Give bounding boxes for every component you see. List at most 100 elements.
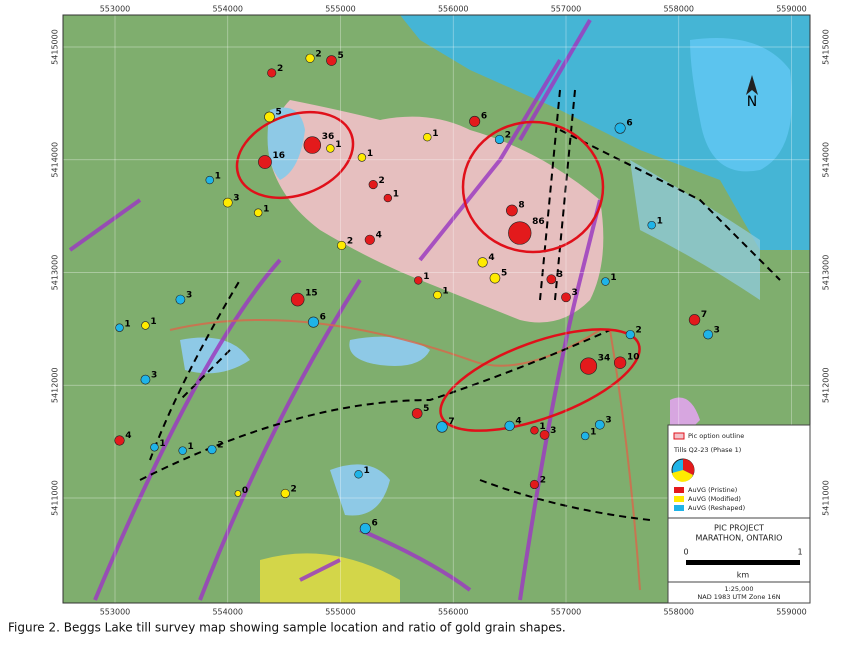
y-tick-label: 5412000 bbox=[51, 367, 60, 403]
sample-marker bbox=[530, 426, 539, 435]
sample-label: 1 bbox=[657, 217, 663, 227]
sample-marker bbox=[141, 321, 150, 330]
x-tick-label: 557000 bbox=[551, 5, 582, 14]
sample-marker bbox=[539, 430, 550, 440]
legend-swatch bbox=[674, 496, 684, 502]
x-tick-label: 558000 bbox=[663, 5, 694, 14]
sample-marker bbox=[114, 435, 125, 446]
sample-label: 3 bbox=[557, 270, 563, 280]
sample-marker bbox=[494, 134, 505, 145]
sample-label: 1 bbox=[263, 204, 269, 214]
y-tick-label: 5414000 bbox=[822, 142, 831, 178]
sample-marker bbox=[423, 133, 432, 142]
sample-marker bbox=[594, 419, 605, 430]
sample-label: 3 bbox=[186, 291, 192, 301]
y-tick-label: 5411000 bbox=[51, 480, 60, 516]
sample-label: 2 bbox=[505, 131, 511, 141]
sample-marker bbox=[580, 431, 590, 441]
sample-label: 10 bbox=[627, 352, 640, 362]
sample-marker bbox=[280, 488, 290, 499]
sample-label: 15 bbox=[305, 289, 318, 299]
sample-label: 2 bbox=[540, 476, 546, 486]
sample-marker bbox=[546, 274, 557, 285]
sample-marker bbox=[305, 53, 315, 63]
sample-label: 8 bbox=[518, 200, 524, 210]
sample-marker bbox=[433, 290, 442, 300]
sample-marker bbox=[337, 240, 347, 251]
sample-marker bbox=[357, 153, 367, 162]
sample-label: 1 bbox=[215, 172, 221, 182]
sample-label: 3 bbox=[151, 371, 157, 381]
sample-label: 86 bbox=[532, 217, 545, 227]
sample-marker bbox=[326, 55, 337, 66]
sample-label: 1 bbox=[610, 273, 616, 283]
sample-marker bbox=[307, 316, 319, 328]
legend-swatch bbox=[674, 487, 684, 493]
project: PIC PROJECT bbox=[714, 524, 764, 533]
x-tick-label: 559000 bbox=[776, 5, 807, 14]
x-tick-label: 557000 bbox=[551, 608, 582, 617]
sample-marker bbox=[414, 276, 423, 285]
sample-label: 4 bbox=[376, 231, 382, 241]
sample-marker bbox=[489, 272, 501, 284]
scale-start: 0 bbox=[683, 548, 688, 557]
sample-label: 7 bbox=[701, 310, 707, 320]
sample-marker bbox=[234, 490, 242, 497]
basemap bbox=[63, 15, 810, 603]
sample-label: 3 bbox=[572, 288, 578, 298]
legend-label: AuVG (Modified) bbox=[688, 495, 741, 503]
x-tick-label: 556000 bbox=[438, 5, 469, 14]
sample-marker bbox=[264, 111, 275, 123]
sample-marker bbox=[115, 323, 124, 332]
legend-swatch bbox=[674, 505, 684, 511]
sample-label: 3 bbox=[550, 426, 556, 436]
x-tick-label: 556000 bbox=[438, 608, 469, 617]
sample-label: 3 bbox=[605, 416, 611, 426]
sample-label: 3 bbox=[233, 194, 239, 204]
sample-label: 2 bbox=[315, 50, 321, 60]
sample-marker bbox=[359, 522, 371, 534]
sample-label: 1 bbox=[423, 272, 429, 282]
sample-marker bbox=[364, 234, 375, 245]
sample-label: 1 bbox=[159, 439, 165, 449]
x-tick-label: 558000 bbox=[663, 608, 694, 617]
sample-label: 1 bbox=[432, 129, 438, 139]
sample-label: 1 bbox=[150, 317, 156, 327]
sample-label: 2 bbox=[291, 485, 297, 495]
sample-marker bbox=[150, 443, 159, 452]
sample-marker bbox=[508, 221, 532, 245]
sample-marker bbox=[354, 470, 363, 479]
sample-marker bbox=[207, 444, 217, 455]
sample-marker bbox=[258, 155, 272, 169]
sample-label: 1 bbox=[393, 190, 399, 200]
sample-marker bbox=[205, 175, 214, 185]
sample-marker bbox=[601, 277, 610, 286]
scale-unit: km bbox=[737, 571, 750, 580]
sample-marker bbox=[411, 408, 423, 419]
sample-label: 2 bbox=[277, 64, 283, 74]
sample-label: 5 bbox=[501, 269, 507, 279]
scale-ratio: 1:25,000 bbox=[724, 585, 753, 593]
sample-label: 7 bbox=[448, 417, 454, 427]
sample-marker bbox=[703, 329, 713, 340]
sample-label: 4 bbox=[515, 417, 521, 427]
sample-marker bbox=[222, 197, 233, 208]
sample-label: 1 bbox=[539, 422, 545, 432]
sample-marker bbox=[647, 220, 656, 230]
datum: NAD 1983 UTM Zone 16N bbox=[697, 593, 780, 601]
y-tick-label: 5413000 bbox=[822, 255, 831, 291]
sample-label: 5 bbox=[337, 51, 343, 61]
sample-label: 5 bbox=[275, 107, 281, 117]
sample-label: 6 bbox=[481, 112, 487, 122]
sample-marker bbox=[383, 193, 393, 203]
x-tick-label: 553000 bbox=[100, 608, 131, 617]
sample-marker bbox=[506, 204, 518, 217]
sample-marker bbox=[613, 356, 627, 369]
legend: Pic option outline Tills Q2-23 (Phase 1)… bbox=[667, 424, 811, 604]
map-frame bbox=[62, 14, 811, 604]
sample-label: 5 bbox=[423, 404, 429, 414]
x-tick-label: 555000 bbox=[325, 608, 356, 617]
legend-label: AuVG (Pristine) bbox=[688, 486, 737, 494]
sample-label: 3 bbox=[714, 325, 720, 335]
